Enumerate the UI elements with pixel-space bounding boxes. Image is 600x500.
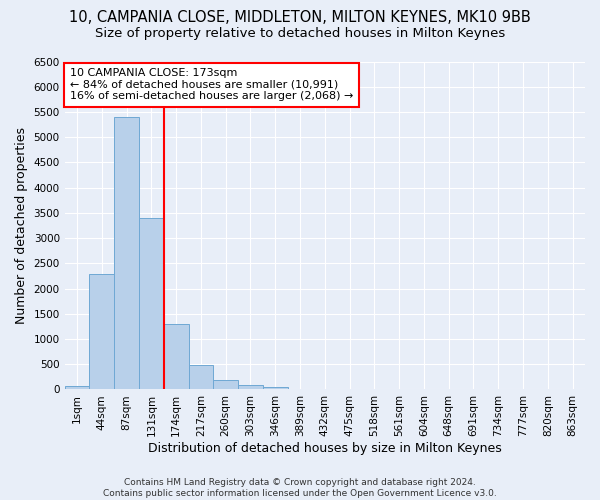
Bar: [164, 324, 188, 390]
Y-axis label: Number of detached properties: Number of detached properties: [15, 127, 28, 324]
Text: 10 CAMPANIA CLOSE: 173sqm
← 84% of detached houses are smaller (10,991)
16% of s: 10 CAMPANIA CLOSE: 173sqm ← 84% of detac…: [70, 68, 353, 102]
Bar: [89, 274, 114, 390]
Bar: [238, 386, 263, 390]
Bar: [114, 117, 139, 390]
Bar: [65, 386, 89, 390]
Text: 10, CAMPANIA CLOSE, MIDDLETON, MILTON KEYNES, MK10 9BB: 10, CAMPANIA CLOSE, MIDDLETON, MILTON KE…: [69, 10, 531, 25]
Bar: [214, 380, 238, 390]
Bar: [188, 365, 214, 390]
Bar: [139, 218, 164, 390]
X-axis label: Distribution of detached houses by size in Milton Keynes: Distribution of detached houses by size …: [148, 442, 502, 455]
Text: Contains HM Land Registry data © Crown copyright and database right 2024.
Contai: Contains HM Land Registry data © Crown c…: [103, 478, 497, 498]
Text: Size of property relative to detached houses in Milton Keynes: Size of property relative to detached ho…: [95, 28, 505, 40]
Bar: [263, 386, 287, 390]
